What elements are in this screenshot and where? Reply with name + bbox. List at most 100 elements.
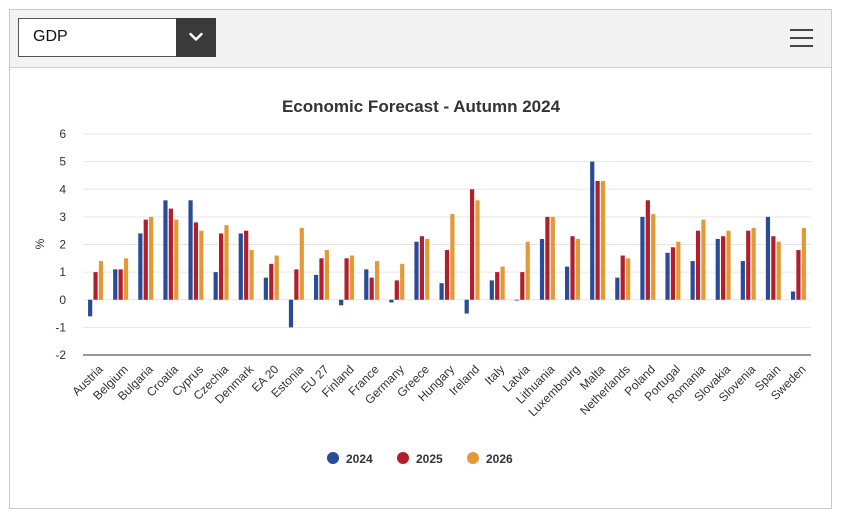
bar-2025[interactable] bbox=[746, 230, 751, 300]
bar-2026[interactable] bbox=[475, 200, 480, 300]
legend-item-2024[interactable]: 2024 bbox=[327, 452, 373, 466]
bar-2024[interactable] bbox=[213, 272, 218, 300]
bar-2025[interactable] bbox=[193, 222, 199, 300]
bar-2025[interactable] bbox=[796, 250, 801, 300]
bar-2026[interactable] bbox=[400, 263, 405, 300]
bar-2025[interactable] bbox=[545, 216, 550, 300]
legend-item-2025[interactable]: 2025 bbox=[397, 452, 443, 466]
legend[interactable]: 2024 2025 2026 bbox=[327, 452, 513, 466]
bar-2024[interactable] bbox=[565, 266, 570, 300]
bar-2024[interactable] bbox=[188, 200, 193, 300]
bar-2025[interactable] bbox=[93, 272, 98, 300]
bar-2025[interactable] bbox=[218, 233, 224, 300]
bar-2025[interactable] bbox=[645, 200, 650, 300]
bar-2026[interactable] bbox=[701, 219, 706, 300]
bar-2024[interactable] bbox=[414, 241, 419, 300]
bar-2025[interactable] bbox=[244, 230, 249, 300]
bar-2024[interactable] bbox=[439, 283, 444, 300]
bar-2025[interactable] bbox=[620, 255, 625, 300]
bar-2026[interactable] bbox=[199, 230, 204, 300]
bar-2026[interactable] bbox=[751, 227, 756, 300]
bar-2026[interactable] bbox=[450, 214, 455, 300]
bar-2026[interactable] bbox=[500, 266, 505, 300]
bar-2024[interactable] bbox=[740, 261, 745, 300]
bar-2024[interactable] bbox=[389, 299, 394, 303]
y-tick-label: 1 bbox=[59, 265, 66, 279]
bar-2025[interactable] bbox=[419, 236, 424, 300]
bar-2026[interactable] bbox=[801, 227, 806, 300]
bar-2025[interactable] bbox=[595, 180, 600, 300]
bar-2025[interactable] bbox=[695, 230, 701, 300]
bar-2026[interactable] bbox=[249, 250, 254, 300]
bar-2025[interactable] bbox=[344, 258, 349, 300]
bar-2025[interactable] bbox=[721, 236, 726, 300]
legend-label: 2025 bbox=[416, 452, 443, 466]
gridlines bbox=[83, 133, 811, 356]
hamburger-menu-icon[interactable] bbox=[790, 29, 814, 47]
bar-2025[interactable] bbox=[369, 277, 374, 300]
bar-2024[interactable] bbox=[715, 238, 720, 300]
bar-2026[interactable] bbox=[525, 241, 530, 300]
bar-2025[interactable] bbox=[570, 236, 575, 300]
indicator-dropdown[interactable]: GDP bbox=[18, 18, 216, 57]
bar-2024[interactable] bbox=[138, 233, 143, 300]
bar-2024[interactable] bbox=[665, 252, 670, 300]
bar-2026[interactable] bbox=[299, 227, 304, 300]
bar-2026[interactable] bbox=[550, 216, 555, 300]
bar-2025[interactable] bbox=[394, 280, 399, 300]
bar-2024[interactable] bbox=[364, 269, 369, 300]
bar-2024[interactable] bbox=[590, 161, 595, 300]
bar-2025[interactable] bbox=[470, 189, 475, 300]
bar-2024[interactable] bbox=[263, 277, 268, 300]
bar-2024[interactable] bbox=[88, 299, 93, 317]
bar-2026[interactable] bbox=[575, 238, 581, 300]
bar-2026[interactable] bbox=[224, 225, 229, 300]
bar-2024[interactable] bbox=[489, 280, 494, 300]
bar-2025[interactable] bbox=[319, 258, 324, 300]
bar-2024[interactable] bbox=[539, 238, 545, 300]
bar-2025[interactable] bbox=[168, 208, 173, 300]
bar-2025[interactable] bbox=[495, 272, 500, 300]
bar-2026[interactable] bbox=[349, 255, 355, 300]
bar-2025[interactable] bbox=[269, 263, 274, 300]
bar-2025[interactable] bbox=[143, 219, 148, 300]
bar-2026[interactable] bbox=[274, 255, 279, 300]
y-axis-label: % bbox=[33, 238, 47, 249]
bar-2026[interactable] bbox=[776, 241, 781, 300]
bar-2024[interactable] bbox=[765, 216, 771, 300]
bar-2025[interactable] bbox=[771, 236, 776, 300]
bar-2026[interactable] bbox=[600, 180, 606, 300]
bar-2026[interactable] bbox=[324, 250, 329, 300]
bar-2026[interactable] bbox=[374, 261, 380, 300]
bar-2024[interactable] bbox=[113, 269, 118, 300]
bar-2024[interactable] bbox=[464, 299, 469, 314]
dropdown-selected-value: GDP bbox=[33, 28, 68, 45]
bar-2025[interactable] bbox=[444, 250, 450, 300]
bar-2024[interactable] bbox=[514, 299, 520, 301]
bar-2025[interactable] bbox=[118, 269, 123, 300]
bar-2026[interactable] bbox=[726, 230, 731, 300]
bar-2024[interactable] bbox=[163, 200, 168, 300]
bar-2026[interactable] bbox=[651, 214, 656, 300]
bar-2025[interactable] bbox=[520, 272, 525, 300]
bar-2025[interactable] bbox=[294, 269, 299, 300]
bar-2026[interactable] bbox=[425, 238, 430, 300]
bar-2026[interactable] bbox=[626, 258, 631, 300]
bar-2024[interactable] bbox=[615, 277, 620, 300]
bar-2026[interactable] bbox=[149, 216, 154, 300]
bar-2024[interactable] bbox=[640, 216, 645, 300]
bar-2026[interactable] bbox=[676, 241, 681, 300]
bar-2024[interactable] bbox=[238, 233, 243, 300]
bar-2024[interactable] bbox=[790, 291, 796, 300]
legend-item-2026[interactable]: 2026 bbox=[467, 452, 513, 466]
bar-2024[interactable] bbox=[313, 274, 319, 300]
bar-2024[interactable] bbox=[288, 299, 294, 328]
dropdown-toggle-button[interactable] bbox=[176, 18, 216, 57]
bar-2026[interactable] bbox=[123, 258, 129, 300]
bar-2024[interactable] bbox=[339, 299, 344, 306]
bar-2026[interactable] bbox=[98, 261, 104, 300]
bar-2026[interactable] bbox=[174, 219, 179, 300]
bar-2025[interactable] bbox=[670, 247, 676, 300]
bar-2024[interactable] bbox=[690, 261, 695, 300]
legend-swatch bbox=[397, 452, 409, 464]
